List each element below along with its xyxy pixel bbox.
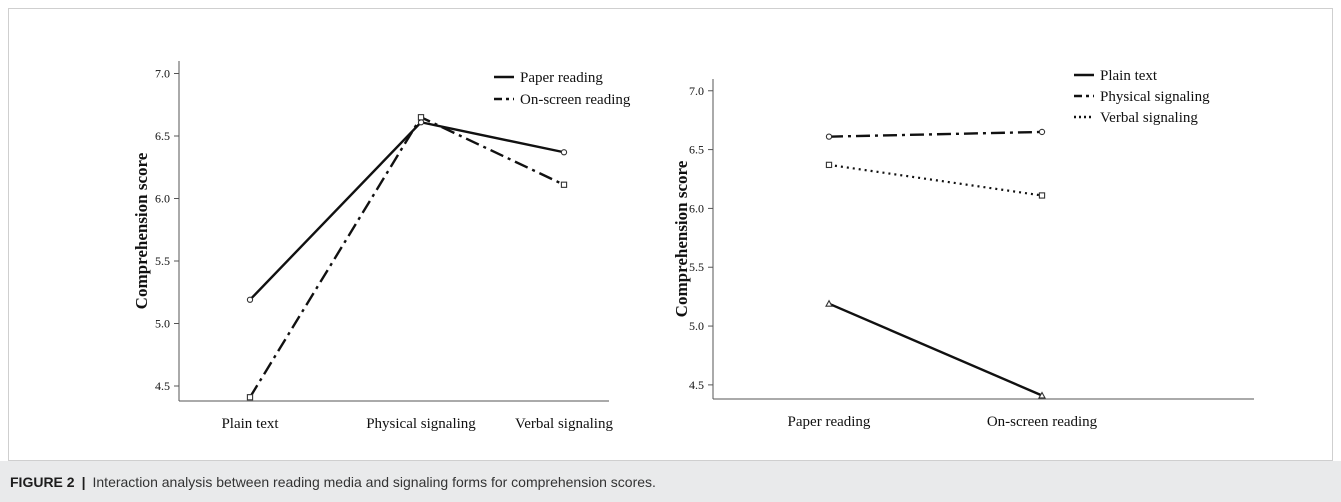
legend-label: Physical signaling — [1100, 89, 1210, 105]
y-tick-label: 5.0 — [155, 317, 170, 331]
caption-text: Interaction analysis between reading med… — [92, 473, 656, 490]
data-point-circle — [1038, 128, 1046, 136]
y-tick-label: 6.5 — [155, 129, 170, 143]
x-tick-label: On-screen reading — [987, 414, 1098, 430]
data-point-square — [825, 161, 833, 169]
y-tick-label: 5.5 — [689, 260, 704, 274]
series-line — [828, 163, 1043, 197]
data-point-triangle — [825, 299, 833, 307]
chart-panel-1: 4.5 5.0 5.5 6.0 6.5 7.0 Plain text Physical sig… — [132, 61, 631, 432]
x-tick-label: Plain text — [221, 416, 279, 432]
y-tick-label: 5.5 — [155, 254, 170, 268]
legend-label: Plain text — [1100, 68, 1158, 84]
data-point-square — [417, 114, 425, 121]
series-line — [828, 130, 1043, 138]
y-axis-title: Comprehension score — [672, 160, 691, 317]
data-point-square — [246, 394, 254, 401]
y-tick-label: 4.5 — [689, 378, 704, 392]
data-point-circle — [246, 296, 254, 303]
legend-label: Paper reading — [520, 70, 603, 86]
data-point-circle — [825, 133, 833, 140]
data-point-circle — [560, 149, 568, 156]
figure-caption: FIGURE 2 | Interaction analysis between … — [0, 461, 1341, 502]
data-point-triangle — [1038, 391, 1046, 399]
x-tick-label: Paper reading — [788, 414, 871, 430]
caption-label: FIGURE 2 — [10, 473, 75, 490]
data-point-square — [560, 181, 568, 188]
y-tick-label: 5.0 — [689, 319, 704, 333]
figure-frame: 4.5 5.0 5.5 6.0 6.5 7.0 Plain text Physical sig… — [8, 8, 1333, 461]
x-tick-label: Physical signaling — [366, 416, 476, 432]
caption-separator: | — [81, 473, 86, 490]
y-tick-label: 6.5 — [689, 143, 704, 157]
y-tick-label: 6.0 — [155, 192, 170, 206]
y-tick-label: 7.0 — [689, 84, 704, 98]
data-point-square — [1038, 192, 1046, 199]
y-tick-label: 4.5 — [155, 379, 170, 393]
series-line — [249, 120, 565, 301]
chart-panel-2: 4.5 5.0 5.5 6.0 6.5 7.0 Paper reading On-screen… — [672, 68, 1254, 430]
series-line — [248, 115, 565, 398]
legend-label: Verbal signaling — [1100, 110, 1198, 126]
x-tick-label: Verbal signaling — [515, 416, 613, 432]
y-tick-label: 6.0 — [689, 201, 704, 215]
y-axis-title: Comprehension score — [132, 152, 151, 309]
y-tick-label: 7.0 — [155, 67, 170, 81]
figure-svg: 4.5 5.0 5.5 6.0 6.5 7.0 Plain text Physical sig… — [132, 61, 1254, 432]
series-line — [828, 302, 1043, 397]
legend-label: On-screen reading — [520, 92, 631, 108]
